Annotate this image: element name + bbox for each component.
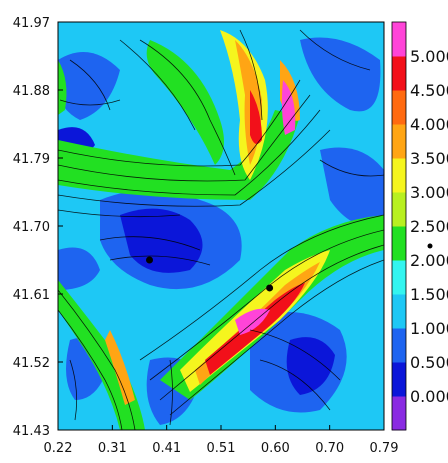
colorbar-swatch [392,294,406,329]
y-axis-ticks: 41.97 41.88 41.79 41.70 41.61 41.52 41.43 [13,16,63,439]
y-tick-label: 41.70 [13,220,50,235]
colorbar-label: 3.500 [410,149,448,168]
colorbar-label: 2.500 [410,217,448,236]
x-tick-label: 0.60 [261,441,290,456]
point-marker [146,256,154,264]
point-markers [146,256,274,292]
colorbar-frame [391,21,407,431]
point-marker [266,284,274,292]
colorbar-swatch [392,192,406,227]
colorbar-swatch [392,226,406,261]
x-tick-label: 0.79 [370,441,399,456]
colorbar-swatch [392,56,406,91]
x-tick-label: 0.31 [98,441,127,456]
y-tick-label: 41.61 [13,288,50,303]
x-axis-ticks: 0.22 0.31 0.41 0.51 0.60 0.70 0.79 [44,425,399,456]
x-tick-label: 0.41 [152,441,181,456]
x-tick-label: 0.51 [207,441,236,456]
colorbar-dot-marker [427,243,433,249]
y-tick-label: 41.79 [13,152,50,167]
colorbar-label: 4.500 [410,81,448,100]
colorbar-swatch [392,158,406,193]
y-tick-label: 41.88 [13,84,50,99]
colorbar-swatch [392,396,406,431]
colorbar-label: 0.500 [410,353,448,372]
colorbar-swatch [392,328,406,363]
colorbar: 0.000 0.500 1.000 1.500 2.000 2.500 3.000 3.500… [391,21,448,431]
colorbar-swatch [392,362,406,397]
x-tick-label: 0.70 [315,441,344,456]
streamlines [58,29,384,430]
colorbar-label: 5.000 [410,47,448,66]
heatmap-field [58,22,384,430]
x-tick-label: 0.22 [44,441,73,456]
colorbar-swatch [392,90,406,125]
y-tick-label: 41.52 [13,356,50,371]
colorbar-swatch [392,22,406,57]
y-tick-label: 41.97 [13,16,50,31]
colorbar-label: 1.500 [410,285,448,304]
y-tick-label: 41.43 [13,424,50,439]
colorbar-swatch [392,260,406,295]
colorbar-label: 0.000 [410,387,448,406]
colorbar-label: 2.000 [410,251,448,270]
colorbar-label: 3.000 [410,183,448,202]
colorbar-label: 4.000 [410,115,448,134]
colorbar-swatch [392,124,406,159]
colorbar-label: 1.000 [410,319,448,338]
